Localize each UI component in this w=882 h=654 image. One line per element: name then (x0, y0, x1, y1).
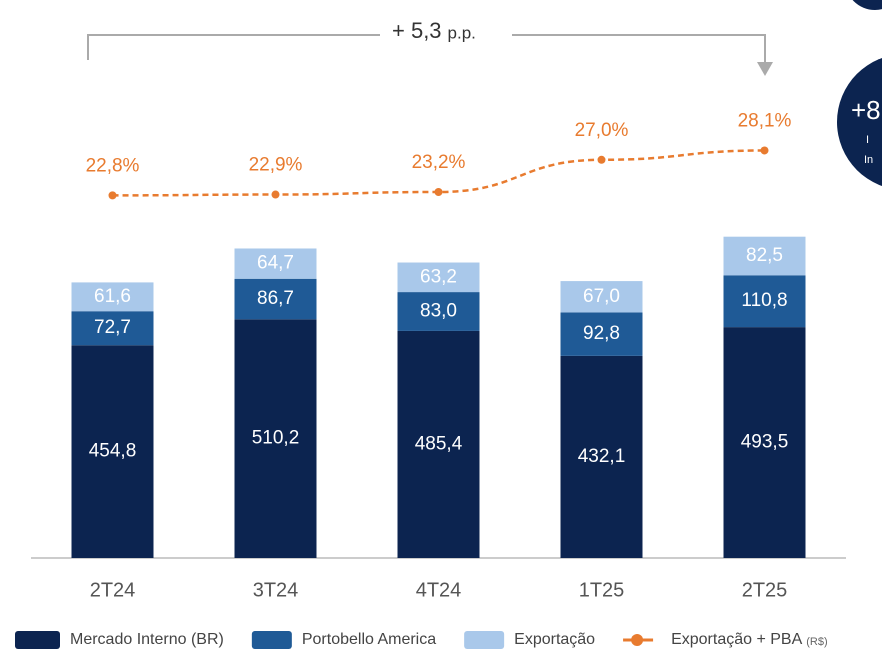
x-tick-label: 4T24 (416, 579, 462, 601)
bracket (87, 34, 380, 60)
value-label: 64,7 (257, 253, 294, 274)
value-label: 92,8 (583, 323, 620, 344)
legend-label: Exportação (514, 631, 595, 648)
value-label: 432,1 (578, 446, 626, 467)
badge-text: I (866, 134, 869, 146)
bar (71, 345, 154, 558)
bar (560, 312, 643, 356)
legend-label: Exportação + PBA (671, 631, 803, 648)
point (760, 146, 769, 155)
line (112, 149, 765, 197)
bar (397, 292, 480, 331)
badge (837, 58, 882, 186)
value-label: 67,0 (583, 286, 620, 307)
value-label: 493,5 (741, 432, 789, 453)
value-label: 82,5 (746, 245, 783, 266)
value-label: 454,8 (89, 441, 137, 462)
value-label: 27,0% (575, 120, 629, 141)
bar (71, 311, 154, 346)
value-label: 485,4 (415, 433, 463, 454)
value-label: 28,1% (738, 110, 792, 131)
bar (234, 319, 317, 558)
annotation: + 5,3 (392, 18, 442, 43)
legend-swatch (15, 631, 60, 649)
x-tick-label: 3T24 (253, 579, 299, 601)
annotation-unit: p.p. (448, 23, 476, 42)
point (597, 155, 606, 164)
arrow-head (757, 62, 773, 76)
value-label: 510,2 (252, 428, 300, 449)
legend-swatch (251, 631, 292, 649)
legend-label: Mercado Interno (BR) (70, 631, 224, 648)
bar (723, 327, 806, 558)
value-label: 63,2 (420, 266, 457, 287)
bar (723, 275, 806, 328)
bracket (512, 34, 766, 64)
value-label: 61,6 (94, 286, 131, 307)
value-label: 83,0 (420, 301, 457, 322)
bar (560, 281, 643, 313)
value-label: 22,9% (249, 155, 303, 176)
bar (234, 278, 317, 320)
value-label: 22,8% (86, 155, 140, 176)
x-tick-label: 1T25 (579, 579, 625, 601)
bar (560, 355, 643, 558)
bar (234, 248, 317, 279)
badge-top (852, 0, 882, 10)
value-label: 86,7 (257, 288, 294, 309)
bar (397, 330, 480, 558)
badge-text: In (864, 154, 873, 166)
value-label: 72,7 (94, 317, 131, 338)
legend-note: (R$) (806, 636, 827, 648)
x-tick-label: 2T24 (90, 579, 136, 601)
bar (71, 282, 154, 312)
badge-text: +8 (851, 95, 881, 125)
legend-swatch (464, 631, 505, 649)
point (271, 190, 280, 199)
bar (397, 262, 480, 293)
value-label: 110,8 (741, 290, 787, 311)
bar (723, 236, 806, 276)
value-label: 23,2% (412, 152, 466, 173)
legend-swatch (631, 634, 644, 646)
legend-label: Portobello America (302, 631, 436, 648)
point (108, 191, 117, 200)
x-tick-label: 2T25 (742, 579, 788, 601)
point (434, 187, 443, 196)
